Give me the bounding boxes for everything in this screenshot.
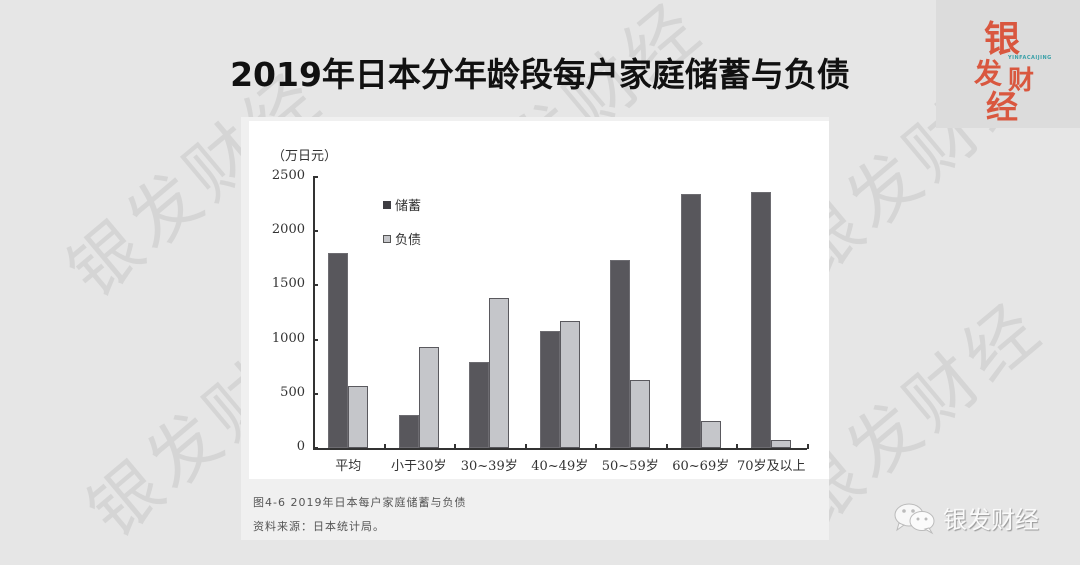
x-axis	[313, 448, 807, 450]
bar-savings	[469, 362, 490, 448]
bar-debt	[700, 420, 721, 448]
y-tick-mark	[313, 392, 318, 395]
bar-debt	[418, 347, 439, 448]
bar-debt	[771, 439, 792, 448]
x-tick-label: 50~59岁	[601, 459, 659, 474]
x-tick-label: 70岁及以上	[736, 459, 806, 474]
x-tick-label: 40~49岁	[531, 459, 589, 474]
x-tick-mark	[524, 444, 527, 449]
logo-subtitle: YINFACAIJING	[1008, 55, 1052, 61]
bar-debt	[348, 386, 369, 448]
y-axis-unit: （万日元）	[272, 149, 338, 164]
logo-char: 经	[986, 88, 1019, 126]
legend-label-savings: 储蓄	[395, 199, 422, 214]
y-tick-label: 1000	[271, 330, 305, 346]
wechat-icon	[894, 503, 935, 534]
source-caption: 资料来源：日本统计局。	[253, 520, 385, 533]
bar-debt	[489, 298, 510, 448]
figure-caption: 图4-6 2019年日本每户家庭储蓄与负债	[253, 496, 467, 509]
y-tick-mark	[313, 447, 318, 449]
wechat-brand: 银发财经	[893, 500, 1039, 535]
brand-logo: 银 发 财 经 YINFACAIJING	[936, 0, 1080, 128]
bar-savings	[539, 330, 560, 448]
bar-savings	[610, 260, 631, 448]
bar-savings	[751, 192, 772, 448]
x-tick-mark	[736, 444, 738, 449]
legend-label-debt: 负债	[395, 233, 422, 248]
y-axis	[313, 177, 315, 449]
y-tick-mark	[313, 338, 318, 341]
y-tick-label: 2500	[271, 168, 305, 183]
x-tick-label: 平均	[335, 459, 362, 474]
wechat-brand-name: 银发财经	[943, 506, 1039, 534]
y-tick-mark	[313, 176, 318, 178]
logo-char: 银	[984, 18, 1021, 60]
x-tick-label: 小于30岁	[390, 459, 447, 474]
logo-char: 发	[974, 57, 1003, 90]
page-title: 2019年日本分年龄段每户家庭储蓄与负债	[230, 55, 850, 94]
y-tick-label: 500	[280, 384, 305, 400]
x-tick-mark	[383, 444, 386, 449]
legend-swatch-savings	[383, 200, 391, 209]
x-tick-label: 60~69岁	[672, 459, 730, 474]
bar-savings	[680, 194, 701, 448]
legend-swatch-debt	[383, 234, 391, 243]
x-tick-mark	[454, 444, 456, 449]
bar-savings	[328, 252, 349, 448]
x-tick-label: 30~39岁	[460, 459, 518, 474]
y-tick-mark	[313, 230, 318, 233]
y-tick-mark	[313, 284, 318, 287]
bar-savings	[398, 415, 419, 448]
bar-debt	[559, 321, 580, 448]
logo-char: 财	[1008, 66, 1035, 96]
y-tick-label: 2000	[271, 222, 305, 238]
bar-debt	[630, 379, 651, 448]
y-tick-label: 1500	[271, 276, 305, 292]
legend-savings: 储蓄	[383, 195, 421, 214]
x-tick-mark	[665, 444, 668, 449]
legend-debt: 负债	[383, 229, 421, 248]
x-tick-mark	[595, 444, 597, 449]
y-tick-label: 0	[296, 439, 305, 454]
x-tick-mark	[806, 444, 809, 449]
